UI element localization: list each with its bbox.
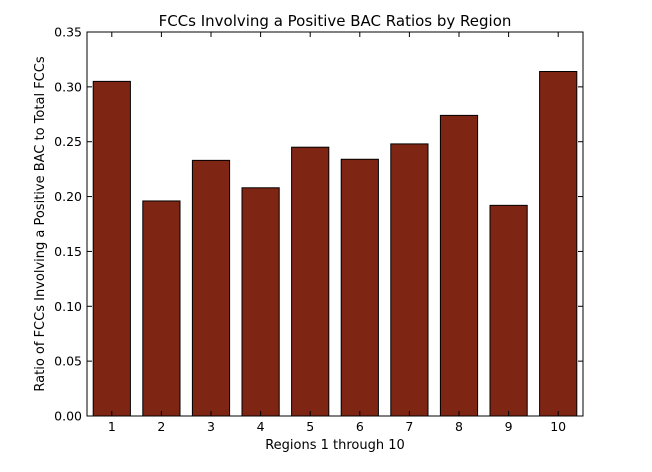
y-axis-label: Ratio of FCCs Involving a Positive BAC t… bbox=[33, 56, 48, 391]
bar-region-5 bbox=[291, 146, 330, 417]
bar-region-8 bbox=[439, 114, 479, 417]
y-tick-label: 0.35 bbox=[54, 25, 82, 40]
y-tick-label: 0.10 bbox=[54, 299, 82, 314]
bar-region-3 bbox=[191, 159, 231, 417]
y-tick-label: 0.00 bbox=[54, 409, 82, 424]
x-tick-label: 2 bbox=[157, 419, 165, 434]
x-tick-label: 10 bbox=[550, 419, 566, 434]
bar-region-1 bbox=[92, 80, 131, 417]
x-tick-label: 1 bbox=[108, 419, 116, 434]
x-tick-label: 6 bbox=[356, 419, 364, 434]
y-tick-label: 0.25 bbox=[54, 134, 82, 149]
y-tick-label: 0.15 bbox=[54, 244, 82, 259]
bar-region-2 bbox=[142, 200, 181, 417]
y-tick-label: 0.05 bbox=[54, 354, 82, 369]
x-tick-label: 9 bbox=[505, 419, 513, 434]
y-tick-label: 0.30 bbox=[54, 79, 82, 94]
axes-group: 0.00 0.05 0.10 0.15 0.20 0.25 0.30 0.35 1 2 3 4 5 6 7 8… bbox=[54, 25, 584, 434]
bar-region-9 bbox=[489, 204, 528, 417]
x-tick-label: 4 bbox=[257, 419, 265, 434]
x-tick-label: 8 bbox=[455, 419, 463, 434]
chart-title: FCCs Involving a Positive BAC Ratios by … bbox=[159, 12, 512, 30]
plot-frame bbox=[86, 31, 584, 417]
y-tick-label: 0.20 bbox=[54, 189, 82, 204]
x-tick-label: 5 bbox=[306, 419, 314, 434]
x-tick-label: 7 bbox=[405, 419, 413, 434]
x-axis-label: Regions 1 through 10 bbox=[265, 438, 405, 453]
bars-group bbox=[92, 70, 578, 417]
bar-region-6 bbox=[340, 158, 379, 417]
x-tick-label: 3 bbox=[207, 419, 215, 434]
bar-region-4 bbox=[241, 187, 280, 417]
bar-region-7 bbox=[390, 143, 429, 417]
bar-region-10 bbox=[539, 70, 578, 417]
